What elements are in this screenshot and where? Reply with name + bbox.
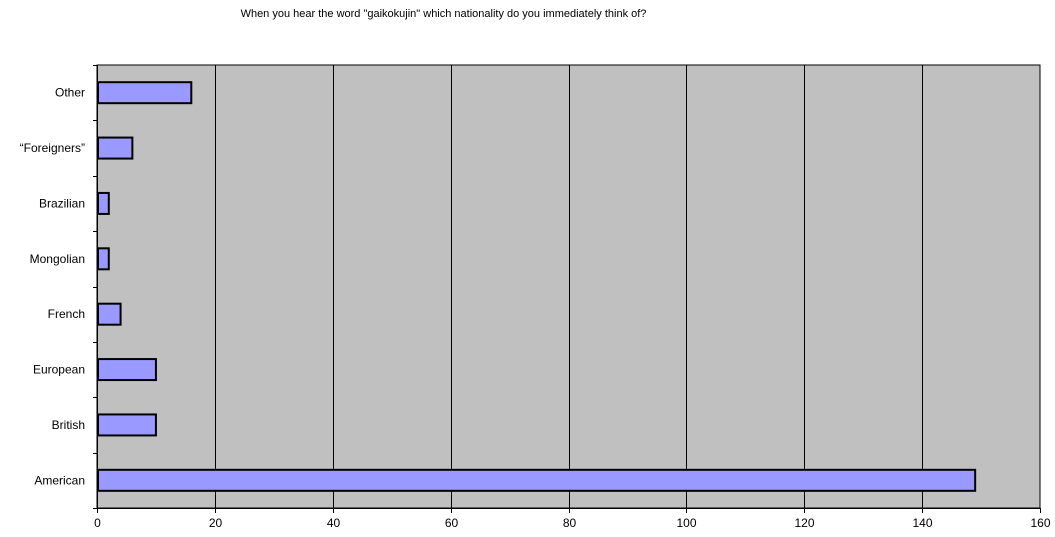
y-tick-label: Brazilian bbox=[39, 196, 85, 210]
x-tick-label: 100 bbox=[676, 516, 696, 530]
bar bbox=[97, 136, 134, 160]
x-axis: 0 20 40 60 80 100 120 140 160 bbox=[93, 508, 1051, 530]
bar bbox=[97, 247, 110, 271]
x-tick-label: 80 bbox=[563, 516, 577, 530]
grid-lines bbox=[215, 65, 923, 508]
y-tick-label: American bbox=[34, 473, 85, 487]
x-tick-label: 0 bbox=[94, 516, 101, 530]
x-tick-label: 60 bbox=[445, 516, 459, 530]
y-tick-label: French bbox=[48, 307, 85, 321]
x-tick-label: 140 bbox=[912, 516, 932, 530]
chart-title: When you hear the word "gaikokujin" whic… bbox=[240, 8, 647, 20]
y-tick-label: British bbox=[52, 418, 85, 432]
y-tick-label: Mongolian bbox=[30, 252, 85, 266]
y-tick-label: European bbox=[33, 363, 85, 377]
bar bbox=[97, 468, 977, 492]
bar bbox=[97, 413, 157, 437]
y-tick-label: Other bbox=[55, 86, 85, 100]
plot-area bbox=[96, 64, 1041, 509]
bar bbox=[97, 358, 157, 382]
bar bbox=[97, 302, 122, 326]
x-tick-label: 40 bbox=[327, 516, 341, 530]
bar bbox=[97, 191, 110, 215]
x-tick-label: 20 bbox=[209, 516, 223, 530]
x-tick-label: 120 bbox=[794, 516, 814, 530]
bar bbox=[97, 81, 193, 105]
y-axis: American British European French Mongolian Br… bbox=[20, 65, 98, 512]
y-tick-label: “Foreigners” bbox=[20, 141, 85, 155]
x-tick-label: 160 bbox=[1030, 516, 1050, 530]
